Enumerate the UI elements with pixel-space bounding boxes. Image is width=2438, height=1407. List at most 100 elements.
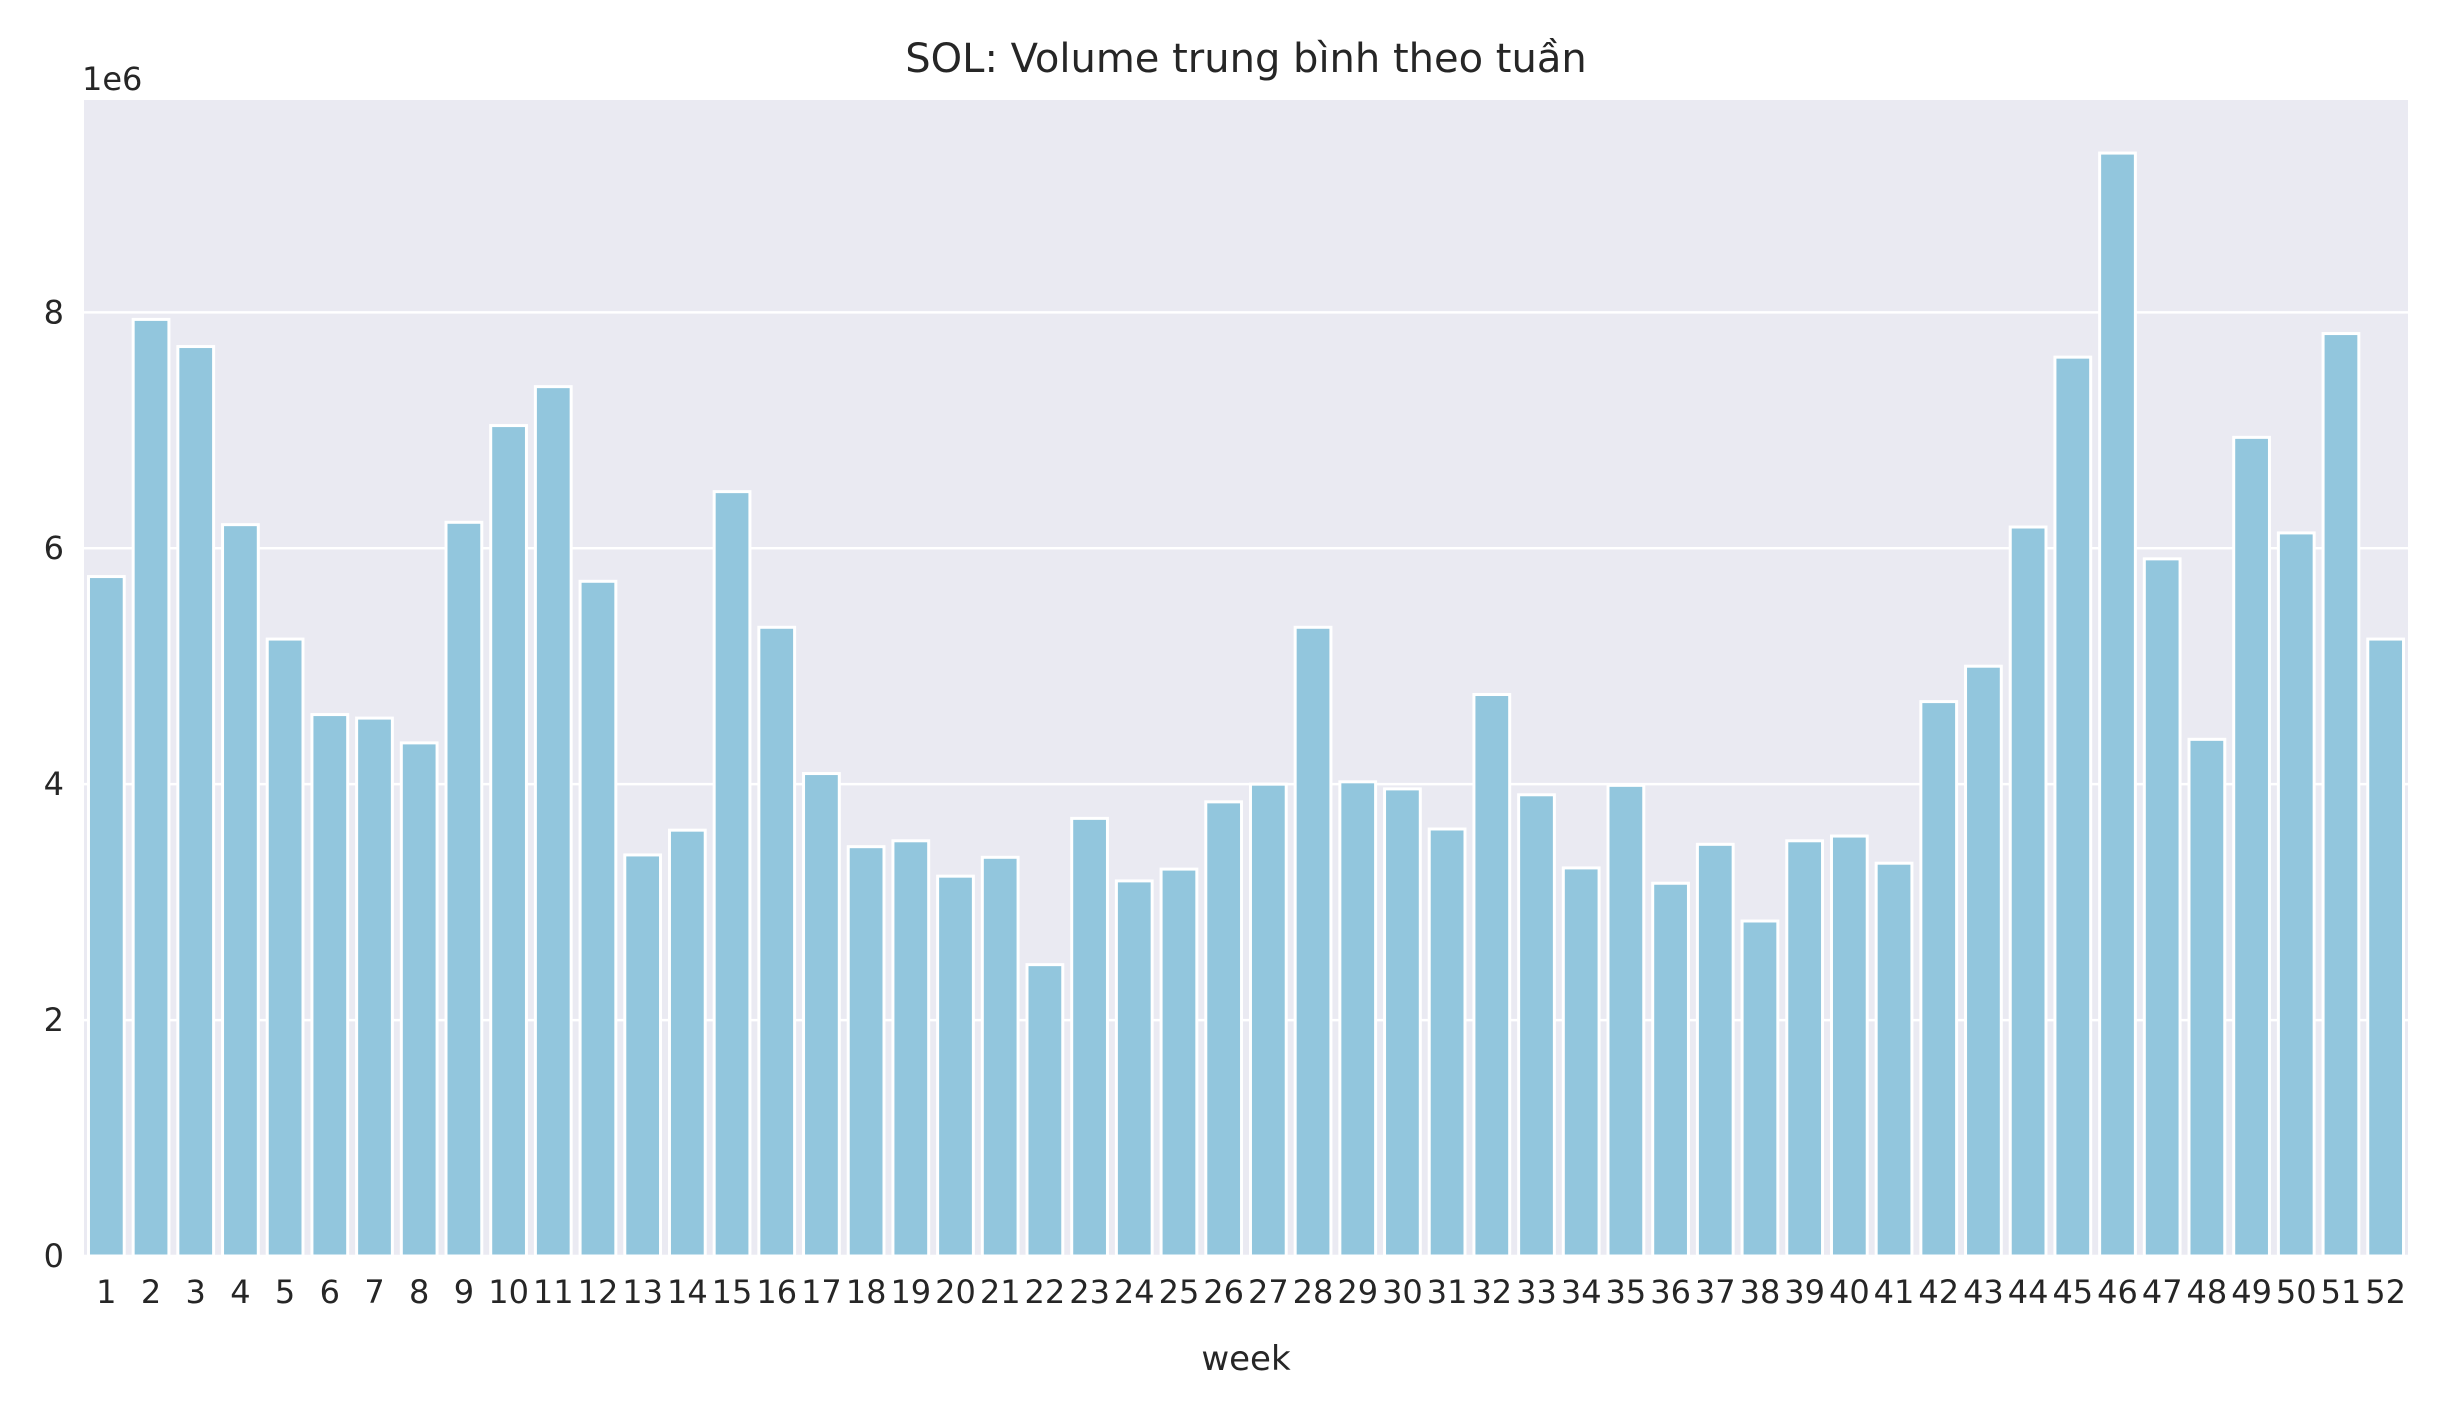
bar-week-14 bbox=[667, 828, 707, 1258]
y-tick-label: 0 bbox=[44, 1237, 64, 1275]
x-tick-label: 7 bbox=[364, 1273, 384, 1311]
bar-week-11 bbox=[533, 385, 573, 1258]
bar-week-17 bbox=[802, 772, 841, 1258]
bar-week-29 bbox=[1338, 780, 1378, 1258]
x-tick-label: 50 bbox=[2276, 1273, 2317, 1311]
bar-week-3 bbox=[176, 345, 216, 1258]
bar-week-20 bbox=[936, 874, 975, 1258]
bar-week-7 bbox=[355, 716, 394, 1258]
bar-week-39 bbox=[1785, 839, 1825, 1258]
x-tick-label: 37 bbox=[1695, 1273, 1736, 1311]
x-tick-label: 4 bbox=[230, 1273, 250, 1311]
x-tick-label: 29 bbox=[1337, 1273, 1378, 1311]
bar-week-51 bbox=[2321, 332, 2361, 1258]
bar-week-49 bbox=[2232, 435, 2271, 1258]
bar-week-28 bbox=[1293, 625, 1333, 1258]
bar-week-50 bbox=[2276, 531, 2316, 1258]
bar-week-52 bbox=[2366, 637, 2406, 1258]
x-axis-label: week bbox=[1201, 1339, 1291, 1379]
y-offset-label: 1e6 bbox=[82, 60, 142, 98]
x-tick-label: 10 bbox=[488, 1273, 529, 1311]
bar-week-32 bbox=[1472, 693, 1512, 1258]
x-tick-label: 13 bbox=[622, 1273, 663, 1311]
bar-week-15 bbox=[712, 490, 752, 1258]
x-tick-label: 26 bbox=[1203, 1273, 1244, 1311]
x-tick-label: 22 bbox=[1025, 1273, 1066, 1311]
x-tick-label: 17 bbox=[801, 1273, 842, 1311]
bar-week-36 bbox=[1651, 881, 1690, 1258]
x-tick-label: 12 bbox=[578, 1273, 619, 1311]
x-tick-label: 34 bbox=[1561, 1273, 1602, 1311]
x-tick-label: 45 bbox=[2052, 1273, 2093, 1311]
x-tick-label: 11 bbox=[533, 1273, 574, 1311]
bar-week-41 bbox=[1874, 861, 1914, 1258]
bar-week-30 bbox=[1383, 787, 1422, 1258]
x-tick-label: 39 bbox=[1784, 1273, 1825, 1311]
bar-week-33 bbox=[1517, 793, 1556, 1258]
x-tick-label: 14 bbox=[667, 1273, 708, 1311]
x-tick-label: 44 bbox=[2008, 1273, 2049, 1311]
bar-week-10 bbox=[489, 424, 528, 1258]
bar-week-4 bbox=[221, 523, 260, 1258]
x-tick-label: 1 bbox=[96, 1273, 116, 1311]
x-tick-label: 3 bbox=[186, 1273, 206, 1311]
x-tick-label: 19 bbox=[890, 1273, 931, 1311]
bar-week-47 bbox=[2142, 557, 2182, 1258]
x-tick-label: 47 bbox=[2142, 1273, 2183, 1311]
bar-week-21 bbox=[980, 855, 1020, 1258]
x-tick-label: 35 bbox=[1606, 1273, 1647, 1311]
bar-week-13 bbox=[623, 853, 663, 1258]
bar-week-45 bbox=[2053, 355, 2093, 1258]
x-tick-label: 25 bbox=[1159, 1273, 1200, 1311]
bar-week-12 bbox=[578, 579, 618, 1258]
x-tick-label: 16 bbox=[756, 1273, 797, 1311]
bar-week-31 bbox=[1427, 827, 1467, 1258]
x-tick-label: 24 bbox=[1114, 1273, 1155, 1311]
bar-week-24 bbox=[1114, 879, 1154, 1258]
x-tick-label: 31 bbox=[1427, 1273, 1468, 1311]
x-tick-label: 48 bbox=[2187, 1273, 2228, 1311]
x-tick-label: 18 bbox=[846, 1273, 887, 1311]
bar-week-22 bbox=[1025, 963, 1065, 1258]
x-tick-label: 30 bbox=[1382, 1273, 1423, 1311]
bar-week-25 bbox=[1159, 867, 1199, 1258]
x-tick-label: 43 bbox=[1963, 1273, 2004, 1311]
bar-week-37 bbox=[1695, 842, 1735, 1258]
x-tick-label: 23 bbox=[1069, 1273, 1110, 1311]
bar-week-34 bbox=[1561, 866, 1601, 1258]
y-tick-label: 2 bbox=[44, 1001, 64, 1039]
bar-week-46 bbox=[2098, 151, 2137, 1258]
x-tick-label: 9 bbox=[454, 1273, 474, 1311]
x-tick-label: 32 bbox=[1471, 1273, 1512, 1311]
bar-week-40 bbox=[1829, 834, 1869, 1258]
bar-week-43 bbox=[1964, 664, 2003, 1258]
bar-week-27 bbox=[1248, 782, 1288, 1258]
bar-week-48 bbox=[2187, 737, 2227, 1258]
bar-week-23 bbox=[1070, 816, 1109, 1258]
x-tick-label: 36 bbox=[1650, 1273, 1691, 1311]
y-tick-label: 6 bbox=[44, 529, 64, 567]
bar-week-9 bbox=[444, 520, 484, 1258]
x-tick-label: 28 bbox=[1293, 1273, 1334, 1311]
x-tick-label: 6 bbox=[320, 1273, 340, 1311]
x-tick-label: 49 bbox=[2231, 1273, 2272, 1311]
bars bbox=[86, 151, 2406, 1258]
bar-week-1 bbox=[86, 575, 126, 1258]
x-tick-label: 8 bbox=[409, 1273, 429, 1311]
bar-week-5 bbox=[265, 637, 305, 1258]
x-tick-label: 52 bbox=[2365, 1273, 2406, 1311]
x-tick-label: 15 bbox=[712, 1273, 753, 1311]
x-tick-labels: 1 2 3 4 5 6 7 8 9 10 11 12 13 14 15 16 17 18 19 20 21 22 23 24 2… bbox=[96, 1273, 2406, 1311]
bar-week-6 bbox=[310, 713, 350, 1258]
bar-week-2 bbox=[131, 317, 171, 1258]
x-tick-label: 33 bbox=[1516, 1273, 1557, 1311]
bar-week-44 bbox=[2008, 525, 2048, 1258]
x-tick-label: 21 bbox=[980, 1273, 1021, 1311]
bar-week-26 bbox=[1204, 800, 1244, 1258]
x-tick-label: 2 bbox=[141, 1273, 161, 1311]
x-tick-label: 42 bbox=[1918, 1273, 1959, 1311]
x-tick-label: 51 bbox=[2321, 1273, 2362, 1311]
y-tick-labels: 0 2 4 6 8 bbox=[44, 293, 64, 1275]
bar-week-19 bbox=[891, 839, 931, 1258]
